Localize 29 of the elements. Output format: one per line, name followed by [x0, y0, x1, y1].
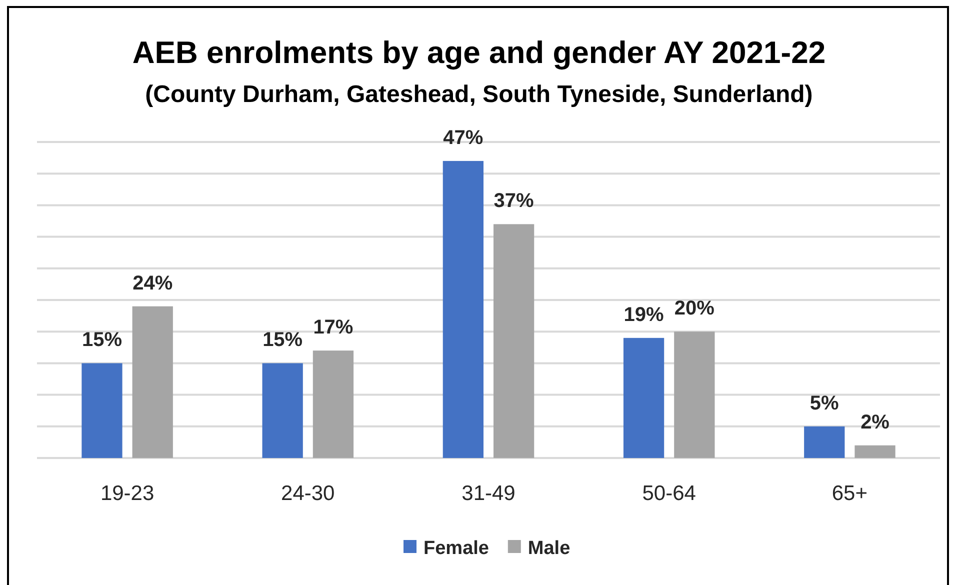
data-label: 20%	[674, 298, 715, 320]
bar	[854, 445, 896, 458]
legend-label: Female	[424, 538, 489, 559]
x-tick-label: 24-30	[281, 482, 335, 505]
bar	[132, 306, 173, 458]
data-label: 47%	[443, 126, 484, 149]
bar	[674, 332, 715, 458]
x-tick-label: 19-23	[100, 482, 154, 505]
data-label: 5%	[810, 392, 840, 414]
bar	[804, 426, 845, 458]
bar	[494, 224, 534, 458]
data-label: 17%	[313, 316, 354, 339]
x-tick-label: 65+	[832, 482, 868, 505]
bar	[623, 338, 664, 458]
bar	[312, 350, 354, 458]
data-label: 15%	[82, 329, 122, 352]
data-label: 15%	[262, 329, 303, 352]
chart-title: AEB enrolments by age and gender AY 2021-22	[132, 35, 826, 70]
data-label: 2%	[860, 411, 890, 434]
bar	[442, 160, 484, 458]
bar	[262, 363, 303, 458]
x-tick-label: 31-49	[462, 482, 516, 505]
data-label: 24%	[132, 272, 173, 294]
x-tick-label: 50-64	[642, 482, 696, 505]
bar	[82, 363, 122, 458]
legend-label: Male	[528, 538, 570, 559]
data-label: 19%	[624, 304, 664, 326]
data-label: 37%	[494, 190, 534, 212]
chart-subtitle: (County Durham, Gateshead, South Tyneside, Sunderland)	[145, 81, 813, 108]
